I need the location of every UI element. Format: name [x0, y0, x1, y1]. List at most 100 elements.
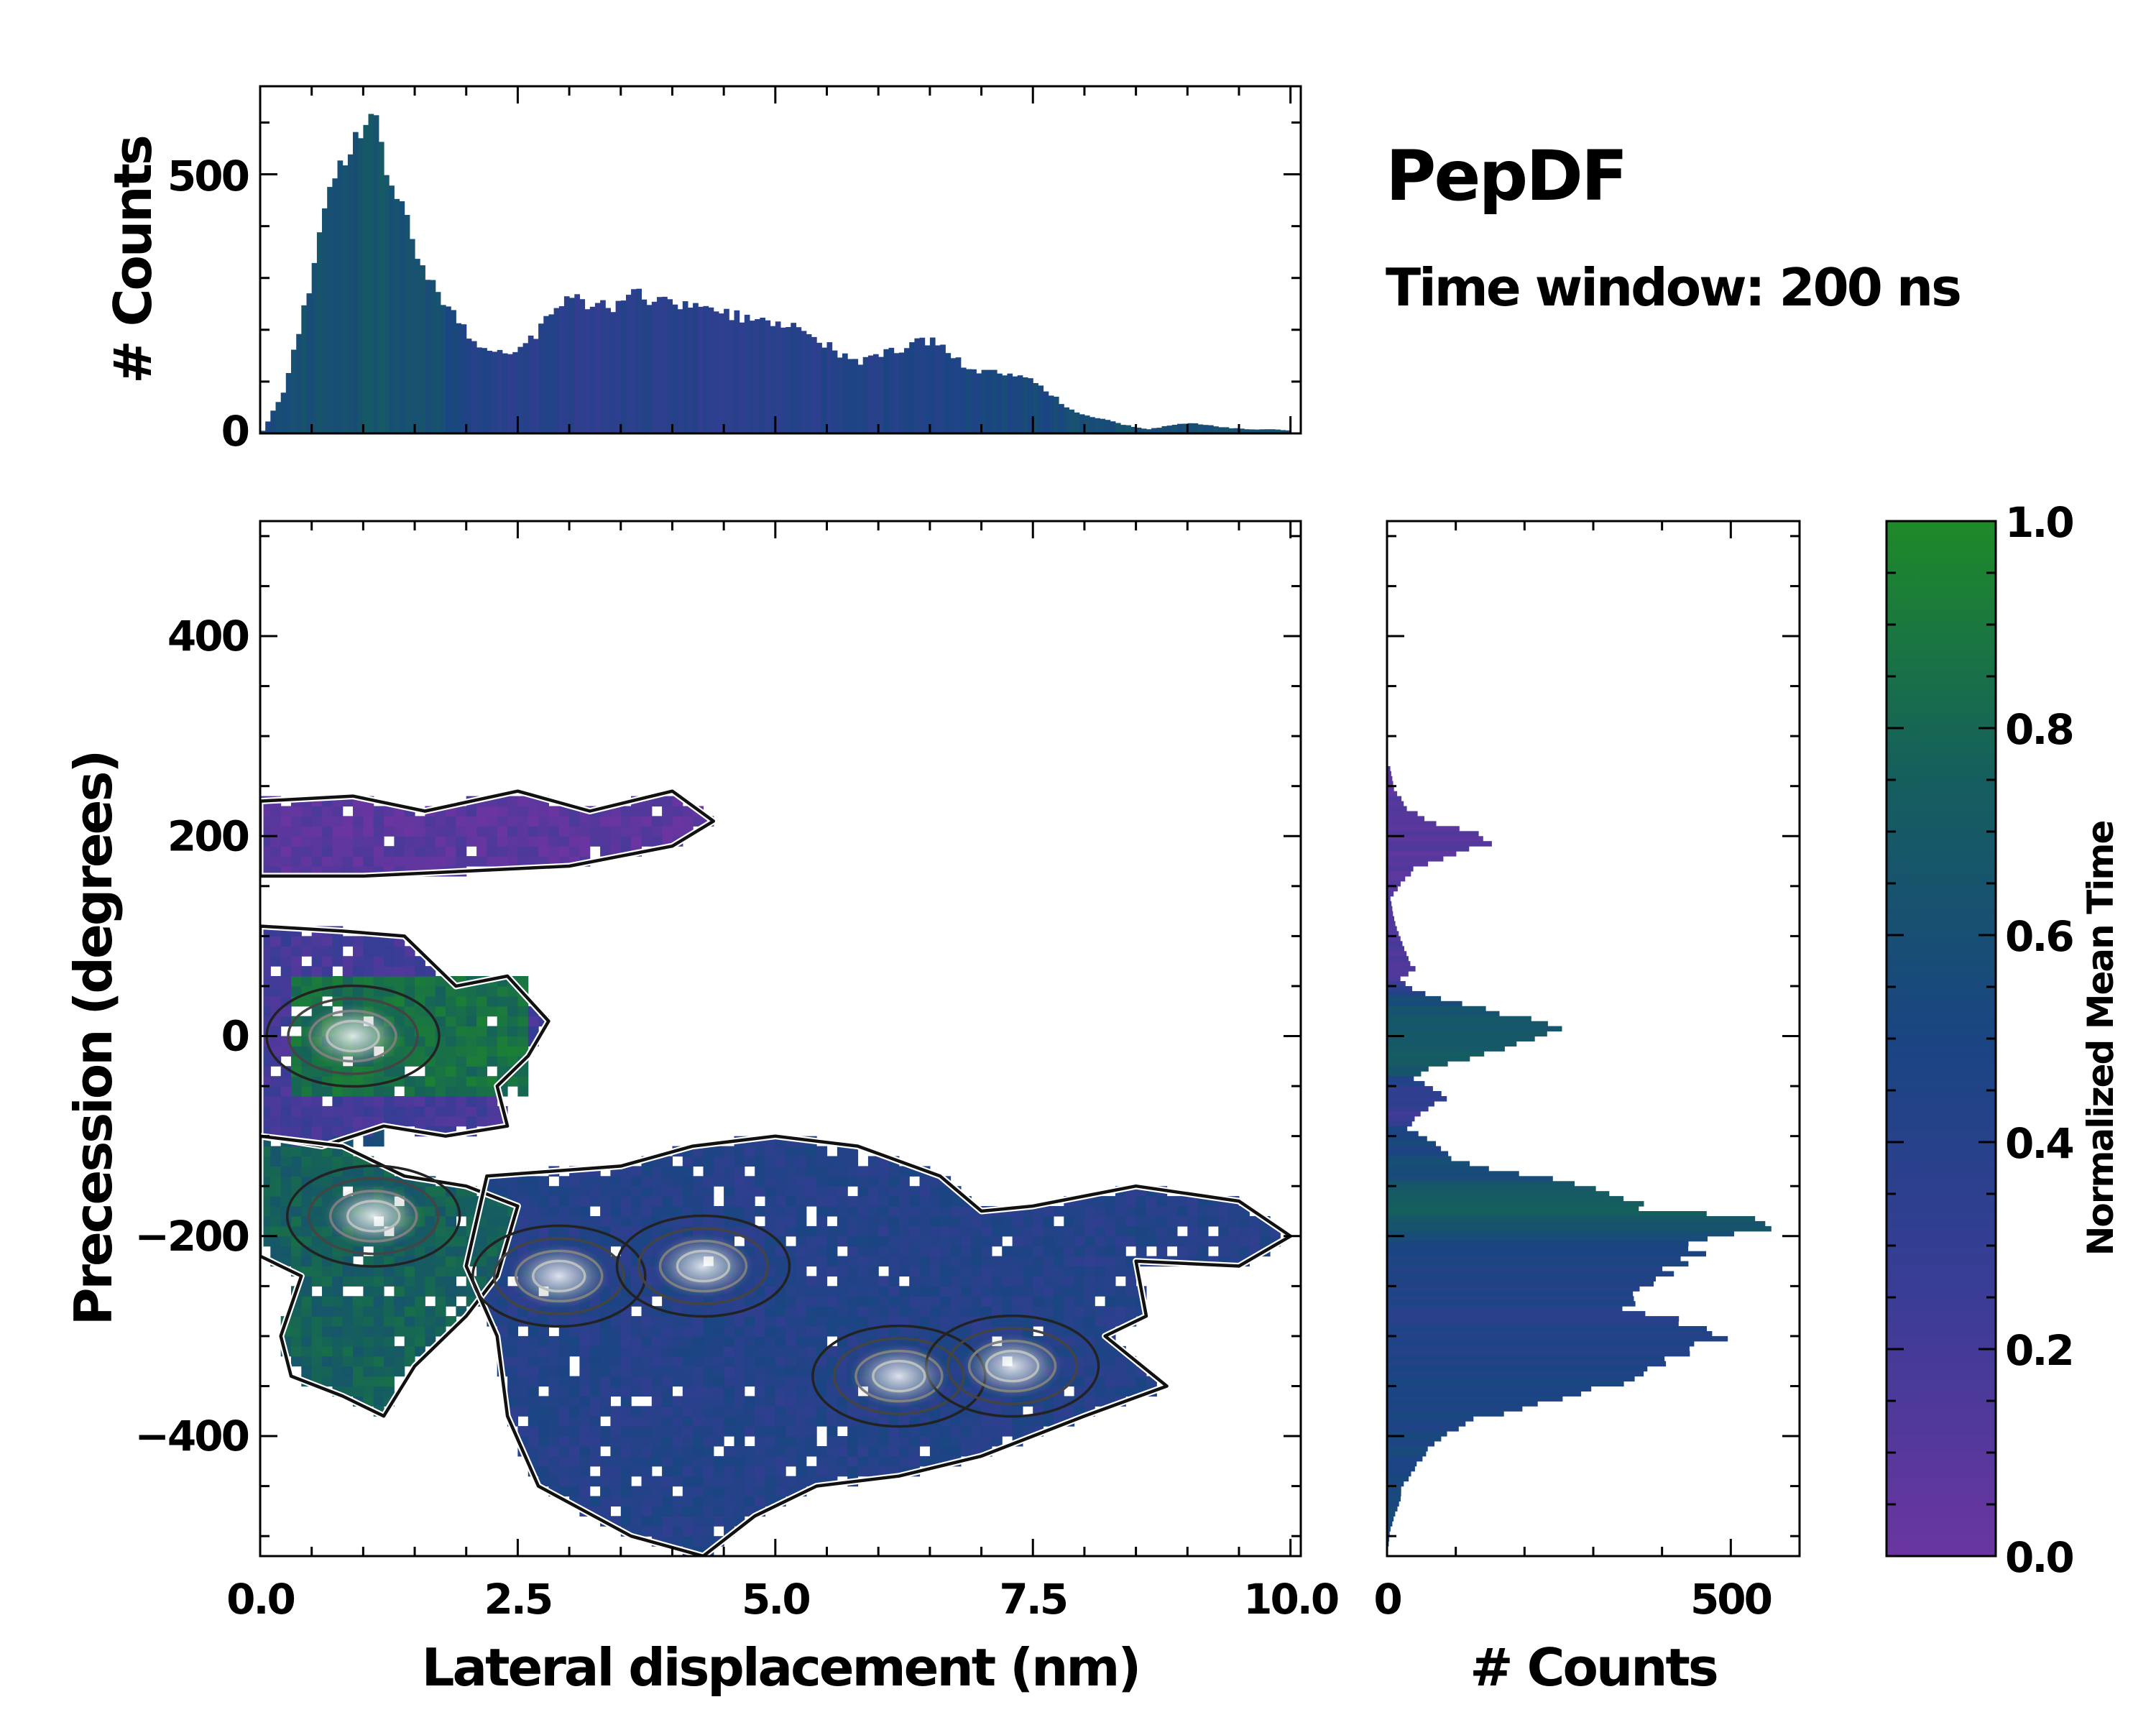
heatmap-cell: [466, 1026, 477, 1037]
heatmap-cell: [291, 816, 302, 827]
heatmap-cell: [311, 836, 323, 847]
heatmap-cell: [497, 1026, 508, 1037]
heatmap-cell: [456, 1026, 467, 1037]
top-histogram-bar: [862, 356, 869, 433]
heatmap-cell: [363, 1256, 374, 1267]
heatmap-cell: [291, 1236, 302, 1247]
heatmap-cell: [1115, 1306, 1126, 1317]
heatmap-cell: [724, 1476, 734, 1487]
heatmap-cell: [466, 1016, 477, 1027]
heatmap-cell: [1208, 1206, 1219, 1217]
density-contour-inner: [637, 1227, 770, 1305]
heatmap-cell: [270, 1096, 282, 1107]
heatmap-cell: [651, 1446, 663, 1457]
heatmap-cell: [1084, 1225, 1095, 1237]
heatmap-cell: [703, 1406, 714, 1417]
heatmap-cell: [1022, 1266, 1033, 1276]
heatmap-cell: [981, 1426, 992, 1437]
heatmap-cell: [446, 1006, 456, 1017]
heatmap-cell: [786, 1276, 797, 1287]
heatmap-cell: [971, 1216, 982, 1227]
heatmap-cell: [857, 1426, 869, 1437]
heatmap-cell: [363, 1386, 374, 1397]
right-histogram-bar: [1387, 816, 1424, 822]
heatmap-cell: [1053, 1266, 1064, 1276]
heatmap-cell: [765, 1436, 776, 1447]
heatmap-cell: [796, 1366, 807, 1377]
heatmap-cell: [765, 1246, 776, 1257]
heatmap-cell: [280, 1126, 292, 1137]
right-histogram-bar: [1387, 861, 1429, 867]
heatmap-cell: [589, 1346, 601, 1357]
heatmap-cell: [538, 1416, 549, 1427]
heatmap-cell: [703, 1366, 714, 1377]
heatmap-cell: [291, 836, 302, 847]
heatmap-cell: [672, 1416, 683, 1427]
heatmap-cell: [940, 1296, 952, 1307]
top-histogram-bar: [780, 327, 786, 433]
heatmap-cell: [806, 1396, 817, 1407]
heatmap-cell: [425, 966, 436, 977]
heatmap-cell: [960, 1426, 972, 1437]
heatmap-cell: [558, 1316, 570, 1327]
heatmap-cell: [816, 1296, 828, 1307]
heatmap-cell: [806, 1436, 817, 1447]
heatmap-cell: [384, 1326, 395, 1337]
heatmap-cell: [662, 1526, 673, 1537]
heatmap-cell: [579, 1196, 591, 1207]
heatmap-cell: [672, 1335, 683, 1347]
heatmap-cell: [579, 836, 591, 847]
top-histogram-bar: [1208, 425, 1214, 433]
heatmap-cell: [476, 1056, 487, 1067]
right-histogram-bar: [1387, 1326, 1707, 1332]
heatmap-cell: [1239, 1236, 1250, 1247]
heatmap-cell: [1064, 1306, 1075, 1317]
right-histogram-bar: [1387, 1506, 1398, 1512]
heatmap-cell: [682, 1486, 694, 1497]
top-histogram-bar: [1187, 423, 1193, 433]
heatmap-cell: [755, 1316, 766, 1327]
heatmap-cell: [940, 1306, 952, 1317]
right-histogram-bar: [1387, 1386, 1592, 1392]
heatmap-cell: [971, 1306, 982, 1317]
heatmap-cell: [538, 1346, 549, 1357]
heatmap-cell: [929, 1306, 941, 1317]
heatmap-cell: [950, 1316, 962, 1327]
heatmap-cell: [394, 956, 405, 967]
heatmap-cell: [353, 1156, 364, 1167]
figure-subtitle: Time window: 200 ns: [1386, 257, 1960, 318]
heatmap-cell: [806, 1466, 817, 1477]
top-histogram-bar: [487, 351, 493, 433]
heatmap-cell: [610, 1176, 622, 1187]
heatmap-cell: [786, 1216, 797, 1227]
heatmap-cell: [703, 1196, 714, 1207]
heatmap-cell: [806, 1166, 817, 1177]
heatmap-cell: [600, 1186, 611, 1197]
top-histogram-bar: [363, 124, 369, 433]
heatmap-cell: [796, 1426, 807, 1437]
heatmap-cell: [373, 1326, 384, 1337]
heatmap-cell: [950, 1426, 962, 1437]
heatmap-cell: [1033, 1225, 1044, 1237]
heatmap-cell: [786, 1306, 797, 1317]
heatmap-cell: [384, 976, 395, 987]
heatmap-cell: [796, 1326, 807, 1337]
heatmap-cell: [734, 1166, 745, 1177]
heatmap-cell: [425, 1006, 436, 1017]
right-histogram-bar: [1387, 806, 1407, 811]
heatmap-cell: [1197, 1216, 1209, 1227]
heatmap-cell: [786, 1335, 797, 1347]
heatmap-cell: [724, 1516, 734, 1527]
heatmap-cell: [569, 1466, 580, 1477]
heatmap-cell: [765, 1476, 776, 1487]
heatmap-cell: [1115, 1286, 1126, 1297]
top-histogram-bar: [657, 297, 663, 433]
heatmap-cell: [826, 1326, 838, 1337]
right-histogram-bar: [1387, 1431, 1447, 1437]
heatmap-cell: [734, 1376, 745, 1387]
right-histogram-bar: [1387, 1211, 1707, 1217]
right-histogram-bar: [1387, 1110, 1421, 1117]
heatmap-cell: [476, 1225, 487, 1237]
top-histogram-bar: [909, 342, 915, 433]
top-histogram-bar: [914, 338, 921, 433]
